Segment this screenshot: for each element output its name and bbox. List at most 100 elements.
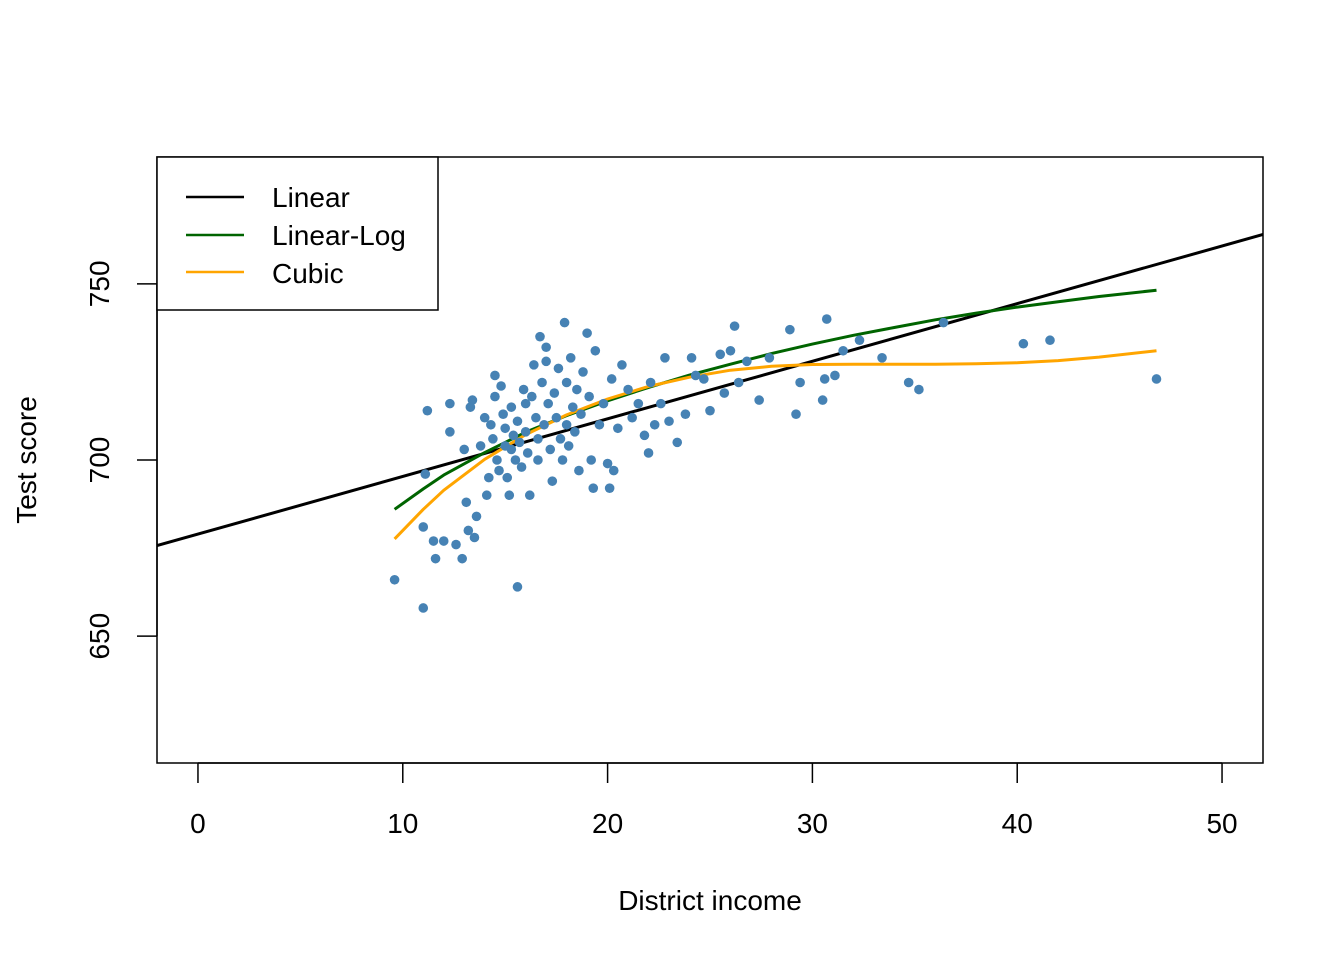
scatter-point [490,391,500,402]
scatter-point [553,363,564,374]
scatter-point [512,582,523,592]
scatter-point [725,345,736,356]
scatter-point [467,395,478,405]
scatter-point [643,448,654,458]
scatter-point [570,427,580,437]
scatter-point [524,490,535,501]
scatter-point [791,409,801,419]
scatter-point [914,384,924,395]
scatter-point [633,398,644,409]
scatter-point [451,539,461,550]
scatter-point [541,342,551,353]
x-tick-label: 30 [797,808,828,839]
x-axis-title: District income [618,885,802,916]
scatter-point [527,391,537,402]
y-axis-title: Test score [11,396,42,524]
scatter-point [613,423,623,434]
scatter-point [574,465,584,476]
scatter-point [821,314,832,324]
scatter-point [795,377,805,388]
scatter-point [590,345,601,356]
scatter-point [699,374,709,384]
scatter-point [561,419,572,430]
scatter-point [518,384,529,395]
scatter-point [549,388,560,398]
scatter-point [617,360,627,370]
scatter-point [430,553,441,564]
scatter-point [533,455,543,465]
scatter-point [608,465,619,476]
scatter-point [541,356,551,367]
scatter-point [428,536,439,546]
scatter-point [481,490,492,501]
scatter-point [418,522,429,532]
scatter-point [1018,338,1029,349]
scatter-point [578,367,588,377]
scatter-point [461,497,472,508]
scatter-point [645,377,656,388]
scatter-point [389,574,400,585]
scatter-point [672,437,683,448]
scatter-point [854,335,865,346]
scatter-point [459,444,470,455]
x-tick-label: 10 [387,808,418,839]
scatter-point [623,384,633,395]
scatter-point [561,377,572,388]
scatter-point [522,448,533,458]
scatter-point [471,511,482,522]
scatter-point [604,483,615,493]
scatter-point [494,465,504,476]
scatter-point [512,416,523,427]
scatter-point [903,377,914,388]
y-tick-label: 650 [84,613,115,660]
scatter-point [606,374,617,384]
scatter-point [729,321,740,331]
scatter-point [551,412,562,423]
scatter-point [586,455,597,465]
legend-box [156,156,439,311]
scatter-point [602,458,613,469]
curve-cubic [393,349,1157,540]
scatter-point [664,416,674,427]
scatter-point [457,553,467,564]
scatter-point [506,444,517,455]
x-tick-label: 40 [1002,808,1033,839]
scatter-point [490,370,500,381]
scatter-points [389,314,1162,613]
x-tick-label: 20 [592,808,623,839]
scatter-point [559,317,570,328]
scatter-point [830,370,840,381]
scatter-point [819,374,830,384]
y-tick-label: 700 [84,437,115,484]
scatter-point [496,381,506,391]
scatter-point [469,532,480,543]
scatter-point [475,441,486,451]
scatter-point [422,405,433,416]
scatter-point [502,472,513,483]
scatter-point [438,536,449,546]
scatter-point [533,434,543,444]
scatter-point [535,331,545,342]
scatter-point [531,412,541,423]
scatter-point [520,427,531,437]
x-tick-label: 50 [1206,808,1237,839]
scatter-point [764,353,775,363]
scatter-point [877,353,887,363]
scatter-point [660,353,670,363]
scatter-point [557,455,568,465]
scatter-point [508,430,519,441]
scatter-point [418,603,429,613]
curve-linear [157,233,1263,548]
scatter-point [584,391,594,402]
scatter-point [656,398,666,409]
scatter-point [516,462,527,472]
scatter-point [488,434,498,444]
scatter-point [938,317,949,328]
scatter-point [514,437,525,448]
scatter-point [686,353,697,363]
y-tick-label: 750 [84,260,115,307]
x-tick-label: 0 [190,808,206,839]
scatter-point [520,398,531,409]
scatter-point [543,398,553,409]
